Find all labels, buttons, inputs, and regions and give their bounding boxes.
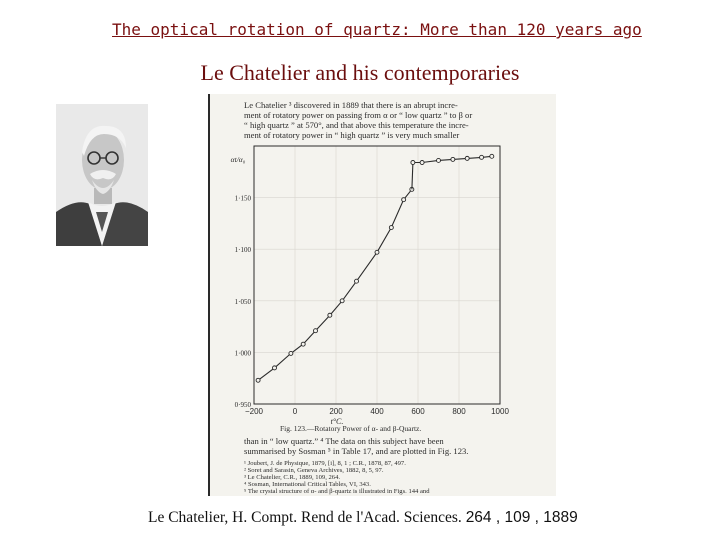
data-point — [354, 278, 359, 284]
portrait-photo — [56, 104, 148, 246]
slide-title: The optical rotation of quartz: More tha… — [112, 20, 642, 39]
x-axis-label: t°C. — [331, 417, 344, 426]
data-point — [339, 298, 345, 304]
y-axis-label: αt/α₀ — [231, 155, 246, 164]
y-tick-label: 1·000 — [235, 349, 252, 357]
scan-after-line: than in “ low quartz.” ⁴ The data on thi… — [244, 436, 444, 446]
data-point — [464, 155, 470, 161]
scan-intro-line: Le Chatelier ³ discovered in 1889 that t… — [244, 100, 458, 110]
scan-intro-line: ment of rotatory power on passing from α… — [244, 110, 473, 120]
rotatory-power-chart: −200 0 200 400 600 800 1000 0·950 1·000 1·050 1·10… — [231, 145, 509, 426]
data-point — [255, 377, 261, 383]
y-tick-label: 0·950 — [235, 401, 252, 409]
scan-intro-line: “ high quartz ” at 570°, and that above … — [244, 120, 469, 130]
y-tick-label: 1·050 — [235, 298, 252, 306]
x-tick-label: 1000 — [491, 407, 509, 416]
data-point — [410, 160, 416, 165]
data-point — [450, 156, 456, 162]
citation-text: Le Chatelier, H. Compt. Rend de l'Acad. … — [148, 509, 466, 526]
x-tick-label: 200 — [329, 407, 343, 416]
data-point — [288, 350, 294, 356]
footnote: ² Soret and Sarasin, Geneva Archives, 18… — [244, 467, 384, 474]
plot-frame — [253, 145, 501, 405]
data-point — [388, 225, 394, 230]
citation: Le Chatelier, H. Compt. Rend de l'Acad. … — [148, 509, 578, 527]
scan-intro-line: ment of rotatory power in “ high quartz … — [244, 130, 460, 140]
scanned-book-page: Le Chatelier ³ discovered in 1889 that t… — [208, 94, 556, 496]
y-tick-label: 1·100 — [235, 246, 252, 254]
data-point — [419, 160, 425, 165]
data-point — [300, 341, 306, 347]
scan-after-line: summarised by Sosman ⁵ in Table 17, and … — [244, 446, 469, 456]
data-point — [374, 249, 380, 255]
data-point — [479, 154, 484, 160]
data-point — [401, 197, 407, 203]
data-point — [489, 153, 495, 159]
footnote: ⁴ Sosman, International Critical Tables,… — [244, 481, 371, 488]
footnote: ⁵ The crystal structure of α- and β-quar… — [244, 488, 430, 495]
citation-numbers: 264 , 109 , 1889 — [465, 509, 578, 526]
x-tick-label: 400 — [370, 407, 384, 416]
slide-subtitle: Le Chatelier and his contemporaries — [200, 60, 520, 85]
x-tick-label: 0 — [293, 407, 298, 416]
footnote: ¹ Joubert, J. de Physique, 1879, [i], 8,… — [244, 460, 406, 467]
footnote: ³ Le Chatelier, C.R., 1889, 109, 264. — [244, 474, 341, 481]
series-line — [411, 162, 414, 190]
x-tick-label: 600 — [411, 407, 425, 416]
x-tick-label: −200 — [245, 407, 264, 416]
data-point — [436, 157, 441, 163]
x-tick-label: 800 — [452, 407, 466, 416]
figure-caption: Fig. 123.—Rotatory Power of α- and β-Qua… — [280, 424, 422, 433]
data-point — [327, 312, 333, 318]
data-point — [272, 365, 277, 371]
data-point — [313, 328, 318, 334]
y-tick-label: 1·150 — [235, 195, 252, 203]
series-line — [257, 188, 413, 381]
